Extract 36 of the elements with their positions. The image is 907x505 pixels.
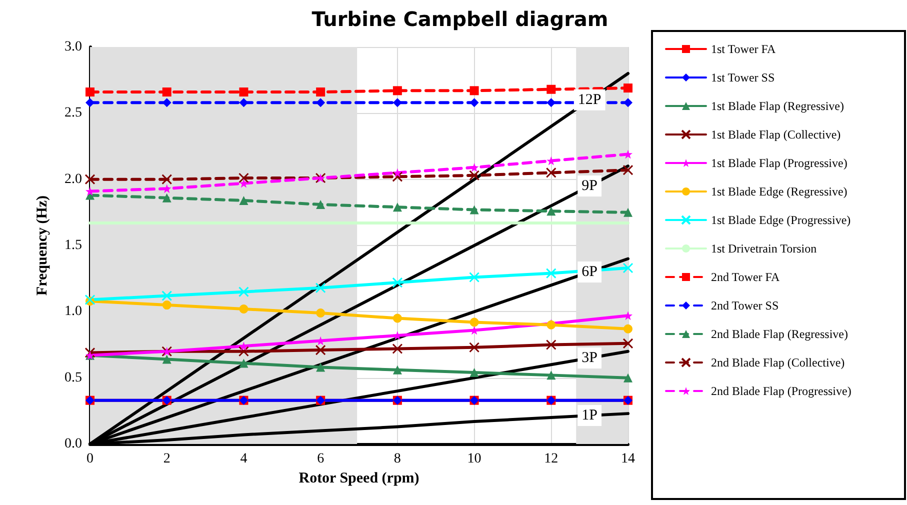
y-tick-label: 2.0 [64,172,82,187]
x-tick-label: 14 [621,452,635,466]
legend-label: 1st Blade Flap (Regressive) [711,99,844,113]
y-tick-label: 1.5 [64,238,82,253]
x-tick-label: 12 [544,452,558,466]
x-axis-title: Rotor Speed (rpm) [298,470,420,486]
legend-label: 1st Blade Edge (Progressive) [711,213,851,227]
legend-label: 1st Tower FA [711,42,776,56]
series-label: 1P [582,408,598,424]
legend-label: 2nd Tower FA [711,270,780,284]
legend-label: 1st Tower SS [711,70,775,84]
y-tick-label: 0.5 [64,370,82,386]
legend-label: 2nd Blade Flap (Regressive) [711,327,848,341]
y-tick-label: 2.5 [64,106,82,121]
x-tick-label: 6 [317,452,324,466]
y-tick-label: 1.0 [64,304,82,320]
series-label: 9P [582,178,598,194]
legend-label: 1st Drivetrain Torsion [711,242,817,256]
x-tick-label: 10 [467,452,482,466]
chart-title: Turbine Campbell diagram [312,7,608,31]
series-label: 3P [582,350,598,366]
x-tick-label: 0 [86,452,94,466]
y-axis-title: Frequency (Hz) [34,195,50,296]
legend-label: 1st Blade Flap (Collective) [711,128,841,142]
legend-label: 1st Blade Flap (Progressive) [711,156,848,170]
series-label: 6P [582,264,598,280]
x-tick-label: 8 [394,452,401,466]
x-tick-label: 4 [240,452,248,466]
legend-label: 2nd Blade Flap (Collective) [711,356,845,370]
legend-label: 2nd Tower SS [711,298,779,312]
y-tick-label: 0.0 [64,436,82,452]
legend-label: 2nd Blade Flap (Progressive) [711,384,852,398]
series-label: 12P [578,92,602,108]
x-tick-label: 2 [163,452,170,466]
y-tick-label: 3.0 [64,40,82,54]
legend-label: 1st Blade Edge (Regressive) [711,184,848,198]
